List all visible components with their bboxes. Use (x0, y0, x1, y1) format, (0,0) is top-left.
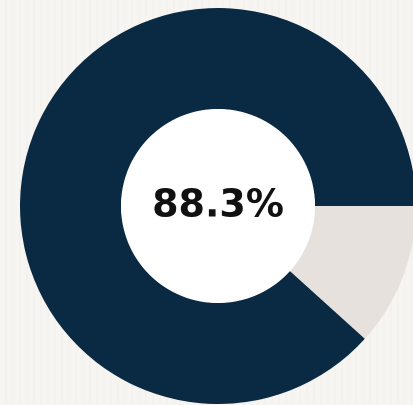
donut-hole (121, 109, 315, 303)
center-percentage-label: 88.3% (152, 182, 284, 226)
donut-slice-primary (20, 8, 413, 404)
donut-slices (20, 8, 413, 404)
donut-slice-remainder (289, 206, 413, 339)
